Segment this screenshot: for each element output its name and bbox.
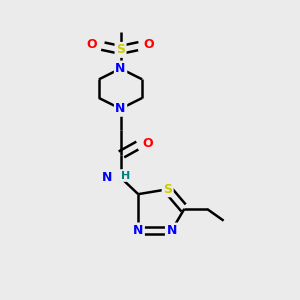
Text: H: H <box>121 170 130 181</box>
Text: N: N <box>116 102 126 115</box>
Text: O: O <box>87 38 98 52</box>
Text: S: S <box>116 44 125 56</box>
Text: O: O <box>144 38 154 52</box>
Text: O: O <box>143 136 153 150</box>
Text: N: N <box>102 171 113 184</box>
Text: S: S <box>163 183 172 196</box>
Text: N: N <box>116 62 126 75</box>
Text: N: N <box>133 224 143 237</box>
Text: N: N <box>167 224 177 237</box>
